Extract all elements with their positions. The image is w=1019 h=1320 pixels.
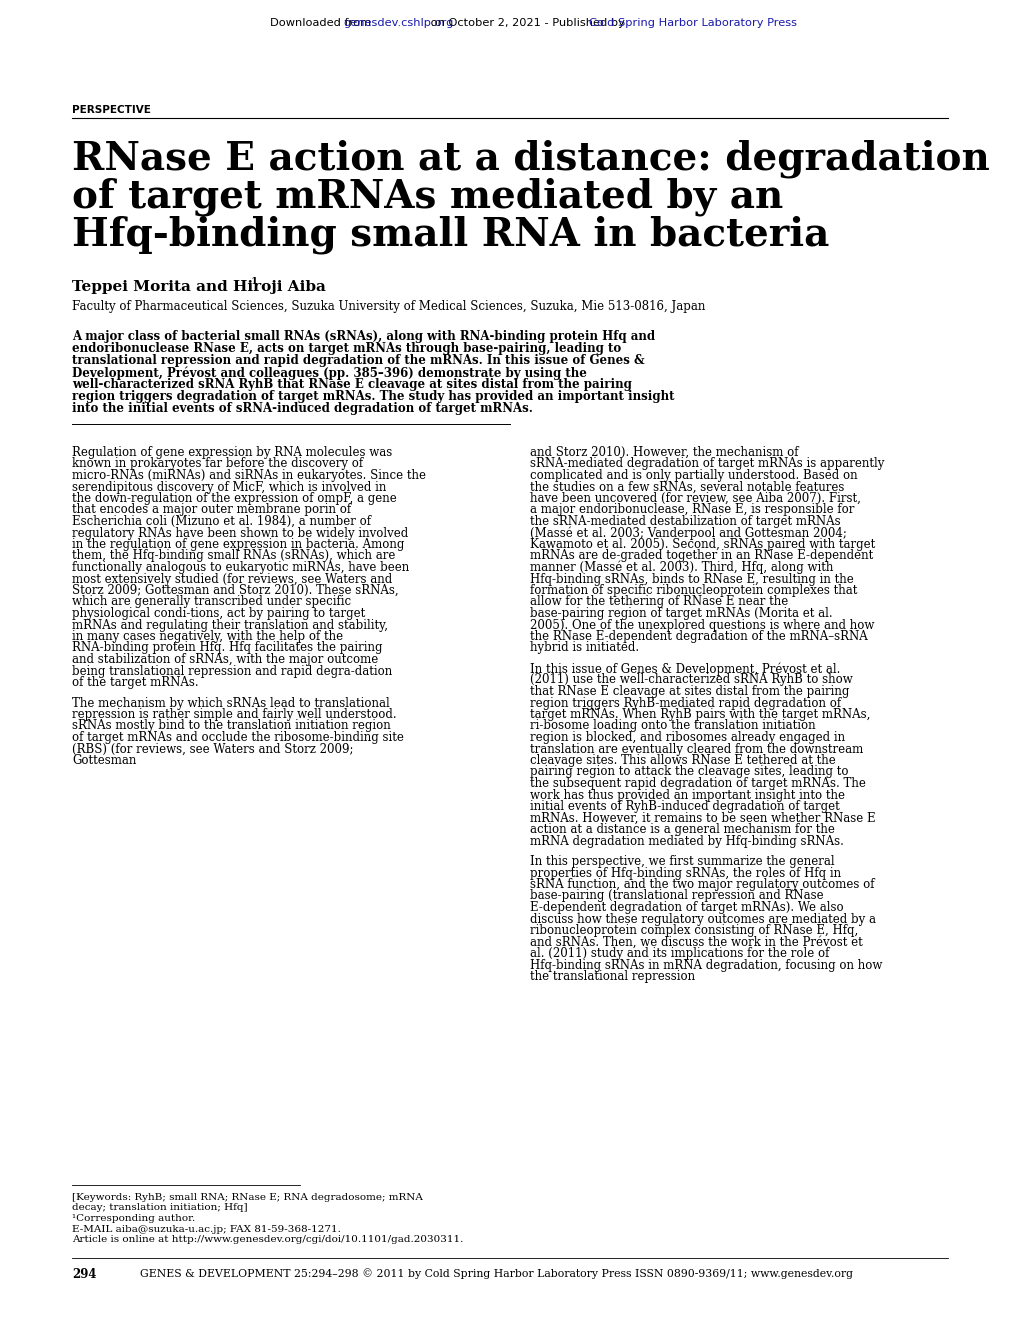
Text: manner (Massé et al. 2003). Third, Hfq, along with: manner (Massé et al. 2003). Third, Hfq, … (530, 561, 833, 574)
Text: known in prokaryotes far before the discovery of: known in prokaryotes far before the disc… (72, 458, 363, 470)
Text: sRNA-mediated degradation of target mRNAs is apparently: sRNA-mediated degradation of target mRNA… (530, 458, 883, 470)
Text: Article is online at http://www.genesdev.org/cgi/doi/10.1101/gad.2030311.: Article is online at http://www.genesdev… (72, 1236, 463, 1243)
Text: Hfq-binding small RNA in bacteria: Hfq-binding small RNA in bacteria (72, 216, 828, 255)
Text: ribonucleoprotein complex consisting of RNase E, Hfq,: ribonucleoprotein complex consisting of … (530, 924, 857, 937)
Text: hybrid is initiated.: hybrid is initiated. (530, 642, 639, 655)
Text: serendipitous discovery of MicF, which is involved in: serendipitous discovery of MicF, which i… (72, 480, 386, 494)
Text: mRNA degradation mediated by Hfq-binding sRNAs.: mRNA degradation mediated by Hfq-binding… (530, 834, 843, 847)
Text: properties of Hfq-binding sRNAs, the roles of Hfq in: properties of Hfq-binding sRNAs, the rol… (530, 866, 841, 879)
Text: sRNA function, and the two major regulatory outcomes of: sRNA function, and the two major regulat… (530, 878, 873, 891)
Text: mRNAs. However, it remains to be seen whether RNase E: mRNAs. However, it remains to be seen wh… (530, 812, 874, 825)
Text: and stabilization of sRNAs, with the major outcome: and stabilization of sRNAs, with the maj… (72, 653, 378, 667)
Text: region triggers degradation of target mRNAs. The study has provided an important: region triggers degradation of target mR… (72, 389, 674, 403)
Text: the translational repression: the translational repression (530, 970, 694, 983)
Text: the sRNA-mediated destabilization of target mRNAs: the sRNA-mediated destabilization of tar… (530, 515, 840, 528)
Text: repression is rather simple and fairly well understood.: repression is rather simple and fairly w… (72, 708, 396, 721)
Text: complicated and is only partially understood. Based on: complicated and is only partially unders… (530, 469, 857, 482)
Text: 2005). One of the unexplored questions is where and how: 2005). One of the unexplored questions i… (530, 619, 873, 631)
Text: translation are eventually cleared from the downstream: translation are eventually cleared from … (530, 742, 862, 755)
Text: discuss how these regulatory outcomes are mediated by a: discuss how these regulatory outcomes ar… (530, 912, 875, 925)
Text: RNA-binding protein Hfq. Hfq facilitates the pairing: RNA-binding protein Hfq. Hfq facilitates… (72, 642, 382, 655)
Text: most extensively studied (for reviews, see Waters and: most extensively studied (for reviews, s… (72, 573, 392, 586)
Text: A major class of bacterial small RNAs (sRNAs), along with RNA-binding protein Hf: A major class of bacterial small RNAs (s… (72, 330, 654, 343)
Text: action at a distance is a general mechanism for the: action at a distance is a general mechan… (530, 822, 835, 836)
Text: Hfq-binding sRNAs in mRNA degradation, focusing on how: Hfq-binding sRNAs in mRNA degradation, f… (530, 958, 881, 972)
Text: Downloaded from: Downloaded from (269, 18, 374, 28)
Text: GENES & DEVELOPMENT 25:294–298 © 2011 by Cold Spring Harbor Laboratory Press ISS: GENES & DEVELOPMENT 25:294–298 © 2011 by… (140, 1269, 852, 1279)
Text: formation of specific ribonucleoprotein complexes that: formation of specific ribonucleoprotein … (530, 583, 857, 597)
Text: In this perspective, we first summarize the general: In this perspective, we first summarize … (530, 855, 834, 869)
Text: them, the Hfq-binding small RNAs (sRNAs), which are: them, the Hfq-binding small RNAs (sRNAs)… (72, 549, 395, 562)
Text: Storz 2009; Gottesman and Storz 2010). These sRNAs,: Storz 2009; Gottesman and Storz 2010). T… (72, 583, 398, 597)
Text: the down-regulation of the expression of ompF, a gene: the down-regulation of the expression of… (72, 492, 396, 506)
Text: and Storz 2010). However, the mechanism of: and Storz 2010). However, the mechanism … (530, 446, 798, 459)
Text: Regulation of gene expression by RNA molecules was: Regulation of gene expression by RNA mol… (72, 446, 392, 459)
Text: endoribonuclease RNase E, acts on target mRNAs through base-pairing, leading to: endoribonuclease RNase E, acts on target… (72, 342, 621, 355)
Text: pairing region to attack the cleavage sites, leading to: pairing region to attack the cleavage si… (530, 766, 848, 779)
Text: of target mRNAs and occlude the ribosome-binding site: of target mRNAs and occlude the ribosome… (72, 731, 404, 744)
Text: [Keywords: RyhB; small RNA; RNase E; RNA degradosome; mRNA: [Keywords: RyhB; small RNA; RNase E; RNA… (72, 1193, 423, 1203)
Text: the RNase E-dependent degradation of the mRNA–sRNA: the RNase E-dependent degradation of the… (530, 630, 867, 643)
Text: Teppei Morita and Hiroji Aiba: Teppei Morita and Hiroji Aiba (72, 280, 325, 294)
Text: that encodes a major outer membrane porin of: that encodes a major outer membrane pori… (72, 503, 351, 516)
Text: and sRNAs. Then, we discuss the work in the Prévost et: and sRNAs. Then, we discuss the work in … (530, 936, 862, 949)
Text: a major endoribonuclease, RNase E, is responsible for: a major endoribonuclease, RNase E, is re… (530, 503, 854, 516)
Text: which are generally transcribed under specific: which are generally transcribed under sp… (72, 595, 351, 609)
Text: ri-bosome loading onto the translation initiation: ri-bosome loading onto the translation i… (530, 719, 815, 733)
Text: the studies on a few sRNAs, several notable features: the studies on a few sRNAs, several nota… (530, 480, 844, 494)
Text: genesdev.cshlp.org: genesdev.cshlp.org (343, 18, 453, 28)
Text: well-characterized sRNA RyhB that RNase E cleavage at sites distal from the pair: well-characterized sRNA RyhB that RNase … (72, 378, 631, 391)
Text: the subsequent rapid degradation of target mRNAs. The: the subsequent rapid degradation of targ… (530, 777, 865, 789)
Text: base-pairing region of target mRNAs (Morita et al.: base-pairing region of target mRNAs (Mor… (530, 607, 832, 620)
Text: region is blocked, and ribosomes already engaged in: region is blocked, and ribosomes already… (530, 731, 845, 744)
Text: initial events of RyhB-induced degradation of target: initial events of RyhB-induced degradati… (530, 800, 839, 813)
Text: regulatory RNAs have been shown to be widely involved: regulatory RNAs have been shown to be wi… (72, 527, 408, 540)
Text: Gottesman: Gottesman (72, 754, 137, 767)
Text: RNase E action at a distance: degradation: RNase E action at a distance: degradatio… (72, 140, 988, 178)
Text: region triggers RyhB-mediated rapid degradation of: region triggers RyhB-mediated rapid degr… (530, 697, 841, 710)
Text: of the target mRNAs.: of the target mRNAs. (72, 676, 199, 689)
Text: The mechanism by which sRNAs lead to translational: The mechanism by which sRNAs lead to tra… (72, 697, 389, 710)
Text: ¹Corresponding author.: ¹Corresponding author. (72, 1214, 195, 1224)
Text: Faculty of Pharmaceutical Sciences, Suzuka University of Medical Sciences, Suzuk: Faculty of Pharmaceutical Sciences, Suzu… (72, 300, 705, 313)
Text: Kawamoto et al. 2005). Second, sRNAs paired with target: Kawamoto et al. 2005). Second, sRNAs pai… (530, 539, 874, 550)
Text: micro-RNAs (miRNAs) and siRNAs in eukaryotes. Since the: micro-RNAs (miRNAs) and siRNAs in eukary… (72, 469, 426, 482)
Text: functionally analogous to eukaryotic miRNAs, have been: functionally analogous to eukaryotic miR… (72, 561, 409, 574)
Text: 294: 294 (72, 1269, 97, 1280)
Text: E-dependent degradation of target mRNAs). We also: E-dependent degradation of target mRNAs)… (530, 902, 843, 913)
Text: Development, Prévost and colleagues (pp. 385–396) demonstrate by using the: Development, Prévost and colleagues (pp.… (72, 366, 586, 380)
Text: (Massé et al. 2003; Vanderpool and Gottesman 2004;: (Massé et al. 2003; Vanderpool and Gotte… (530, 527, 846, 540)
Text: have been uncovered (for review, see Aiba 2007). First,: have been uncovered (for review, see Aib… (530, 492, 860, 506)
Text: that RNase E cleavage at sites distal from the pairing: that RNase E cleavage at sites distal fr… (530, 685, 849, 698)
Text: of target mRNAs mediated by an: of target mRNAs mediated by an (72, 178, 783, 216)
Text: In this issue of Genes & Development, Prévost et al.: In this issue of Genes & Development, Pr… (530, 663, 840, 676)
Text: cleavage sites. This allows RNase E tethered at the: cleavage sites. This allows RNase E teth… (530, 754, 835, 767)
Text: Escherichia coli (Mizuno et al. 1984), a number of: Escherichia coli (Mizuno et al. 1984), a… (72, 515, 371, 528)
Text: target mRNAs. When RyhB pairs with the target mRNAs,: target mRNAs. When RyhB pairs with the t… (530, 708, 869, 721)
Text: work has thus provided an important insight into the: work has thus provided an important insi… (530, 788, 844, 801)
Text: mRNAs are de-graded together in an RNase E-dependent: mRNAs are de-graded together in an RNase… (530, 549, 872, 562)
Text: being translational repression and rapid degra-dation: being translational repression and rapid… (72, 664, 392, 677)
Text: in many cases negatively, with the help of the: in many cases negatively, with the help … (72, 630, 342, 643)
Text: translational repression and rapid degradation of the mRNAs. In this issue of Ge: translational repression and rapid degra… (72, 354, 644, 367)
Text: decay; translation initiation; Hfq]: decay; translation initiation; Hfq] (72, 1204, 248, 1213)
Text: PERSPECTIVE: PERSPECTIVE (72, 106, 151, 115)
Text: base-pairing (translational repression and RNase: base-pairing (translational repression a… (530, 890, 822, 903)
Text: allow for the tethering of RNase E near the: allow for the tethering of RNase E near … (530, 595, 788, 609)
Text: mRNAs and regulating their translation and stability,: mRNAs and regulating their translation a… (72, 619, 387, 631)
Text: Cold Spring Harbor Laboratory Press: Cold Spring Harbor Laboratory Press (588, 18, 796, 28)
Text: E-MAIL aiba@suzuka-u.ac.jp; FAX 81-59-368-1271.: E-MAIL aiba@suzuka-u.ac.jp; FAX 81-59-36… (72, 1225, 340, 1233)
Text: (RBS) (for reviews, see Waters and Storz 2009;: (RBS) (for reviews, see Waters and Storz… (72, 742, 354, 755)
Text: in the regulation of gene expression in bacteria. Among: in the regulation of gene expression in … (72, 539, 404, 550)
Text: (2011) use the well-characterized sRNA RyhB to show: (2011) use the well-characterized sRNA R… (530, 673, 852, 686)
Text: physiological condi-tions, act by pairing to target: physiological condi-tions, act by pairin… (72, 607, 365, 620)
Text: on October 2, 2021 - Published by: on October 2, 2021 - Published by (426, 18, 628, 28)
Text: al. (2011) study and its implications for the role of: al. (2011) study and its implications fo… (530, 946, 828, 960)
Text: sRNAs mostly bind to the translation initiation region: sRNAs mostly bind to the translation ini… (72, 719, 390, 733)
Text: into the initial events of sRNA-induced degradation of target mRNAs.: into the initial events of sRNA-induced … (72, 403, 532, 414)
Text: Hfq-binding sRNAs, binds to RNase E, resulting in the: Hfq-binding sRNAs, binds to RNase E, res… (530, 573, 853, 586)
Text: 1: 1 (250, 277, 258, 286)
